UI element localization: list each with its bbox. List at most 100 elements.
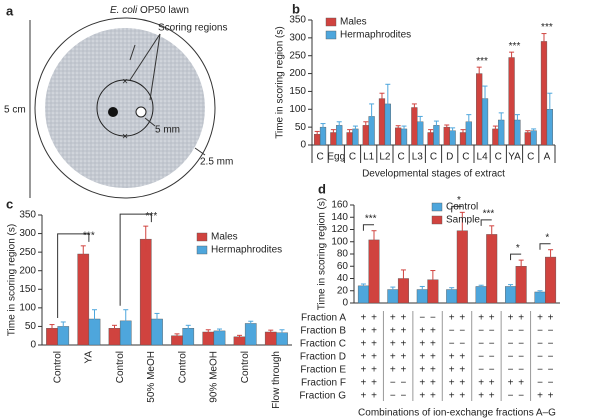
fraction-mark: + — [459, 365, 465, 376]
x-mark: × — [122, 132, 128, 143]
bar — [443, 126, 450, 146]
fraction-mark: + — [360, 391, 366, 402]
pointer — [129, 44, 136, 61]
legend-swatch — [431, 215, 443, 225]
fraction-mark: + — [360, 326, 366, 337]
x-tick-label: Control — [52, 351, 63, 383]
y-tick-label: 300 — [19, 228, 36, 239]
legend-label: Males — [211, 232, 238, 243]
legend-label: Control — [446, 202, 478, 213]
fraction-mark: + — [489, 313, 495, 324]
fraction-mark: + — [419, 378, 425, 389]
panel-label: b — [292, 1, 300, 16]
x-mark: × — [122, 77, 128, 88]
fraction-mark: + — [537, 391, 543, 402]
fraction-mark: − — [508, 391, 514, 402]
x-tick-label: C — [397, 152, 404, 163]
panel-label: a — [6, 3, 14, 18]
x-tick-label: 90% MeOH — [209, 351, 220, 403]
significance: *** — [509, 41, 521, 52]
fraction-mark: − — [548, 352, 554, 363]
legend-label: Sample — [446, 215, 480, 226]
fraction-mark: − — [449, 339, 455, 350]
fraction-mark: + — [489, 391, 495, 402]
fraction-mark: − — [459, 339, 465, 350]
x-tick-label: Control — [177, 351, 188, 383]
fraction-mark: − — [518, 352, 524, 363]
significance: *** — [365, 213, 377, 224]
fraction-mark: + — [430, 339, 436, 350]
bar — [378, 98, 386, 146]
fraction-mark: − — [518, 339, 524, 350]
x-tick-label: C — [495, 152, 502, 163]
fraction-mark: + — [459, 391, 465, 402]
fraction-mark: − — [508, 339, 514, 350]
bar — [213, 330, 226, 346]
fraction-mark: + — [401, 365, 407, 376]
y-tick-label: 300 — [289, 32, 306, 43]
y-tick-label: 0 — [342, 298, 348, 309]
fraction-mark: + — [419, 339, 425, 350]
legend-label: Hermaphrodites — [340, 30, 411, 41]
y-tick-label: 100 — [289, 104, 306, 115]
fraction-label: Fraction G — [299, 391, 346, 402]
fraction-mark: + — [360, 365, 366, 376]
fraction-mark: + — [371, 365, 377, 376]
legend-swatch — [196, 245, 208, 255]
fraction-mark: + — [518, 378, 524, 389]
bar — [476, 73, 483, 146]
bar — [446, 289, 458, 304]
y-tick-label: 250 — [19, 247, 36, 258]
spot-white — [135, 106, 147, 118]
bar — [357, 285, 369, 304]
x-tick-label: A — [544, 152, 551, 163]
bar — [411, 107, 418, 146]
y-axis-label: Time in scoring region (s) — [275, 26, 286, 138]
fraction-mark: + — [419, 326, 425, 337]
bar — [505, 286, 517, 304]
pointer — [129, 33, 161, 81]
bar — [244, 323, 257, 346]
fraction-mark: − — [401, 378, 407, 389]
fraction-mark: + — [478, 378, 484, 389]
significance: *** — [146, 211, 158, 222]
y-tick-label: 150 — [19, 284, 36, 295]
fraction-mark: − — [548, 326, 554, 337]
legend-swatch — [431, 202, 443, 212]
y-tick-label: 200 — [289, 68, 306, 79]
x-tick-label: L4 — [477, 152, 489, 163]
legend-swatch — [196, 232, 208, 242]
fraction-mark: + — [390, 326, 396, 337]
significance: *** — [83, 230, 95, 241]
fraction-label: Fraction A — [301, 313, 346, 324]
fraction-mark: + — [449, 391, 455, 402]
significance: *** — [476, 56, 488, 67]
fraction-mark: − — [478, 339, 484, 350]
fraction-mark: + — [449, 378, 455, 389]
x-tick-label: L1 — [363, 152, 375, 163]
fraction-mark: − — [489, 352, 495, 363]
pointer — [194, 147, 206, 156]
lawn-rest: OP50 lawn — [140, 5, 189, 16]
spot-black — [108, 107, 118, 117]
fraction-mark: − — [548, 365, 554, 376]
y-tick-label: 100 — [19, 302, 36, 313]
y-axis-label: Time in scoring region (s) — [7, 224, 18, 336]
bracket — [510, 253, 522, 261]
fraction-mark: + — [548, 391, 554, 402]
fraction-mark: + — [430, 352, 436, 363]
fraction-label: Fraction D — [300, 352, 346, 363]
fraction-mark: − — [430, 313, 436, 324]
fraction-mark: + — [419, 391, 425, 402]
fraction-mark: − — [518, 391, 524, 402]
x-tick-label: YA — [508, 152, 521, 163]
fraction-mark: − — [489, 365, 495, 376]
x-tick-label: L3 — [412, 152, 424, 163]
fraction-mark: + — [390, 339, 396, 350]
y-tick-label: 50 — [25, 321, 37, 332]
x-tick-label: YA — [84, 351, 95, 364]
pointer — [149, 33, 161, 101]
fraction-mark: − — [537, 365, 543, 376]
fraction-mark: + — [537, 313, 543, 324]
fraction-mark: + — [430, 391, 436, 402]
